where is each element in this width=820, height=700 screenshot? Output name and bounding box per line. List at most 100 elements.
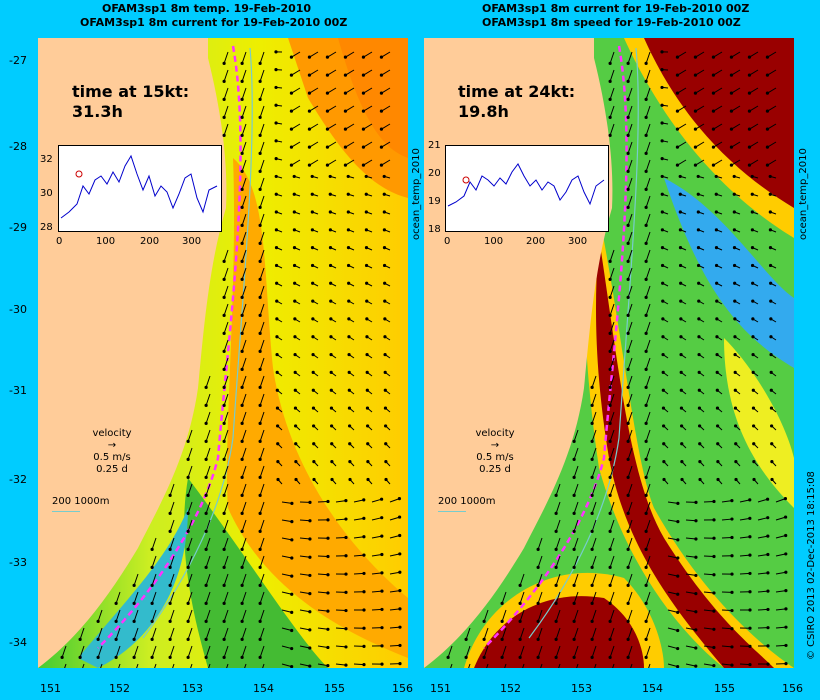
lat-tick: -33: [9, 556, 27, 569]
current-arrow-head: [608, 457, 612, 461]
current-arrow-head: [590, 493, 594, 497]
current-arrow: [703, 663, 714, 667]
current-arrow-head: [714, 228, 719, 232]
legend-speed: 0.5 m/s: [93, 452, 131, 463]
current-arrow-head: [768, 228, 773, 232]
current-arrow-head: [293, 406, 298, 410]
current-arrow-head: [697, 281, 701, 285]
current-arrow-head: [608, 439, 612, 443]
current-arrow: [345, 87, 355, 94]
current-arrow: [259, 177, 265, 190]
current-arrow-head: [222, 475, 226, 479]
current-arrow-head: [590, 439, 594, 443]
current-arrow-head: [608, 79, 612, 83]
current-arrow-head: [732, 263, 737, 268]
current-arrow-head: [679, 424, 684, 428]
current-arrow: [609, 123, 615, 136]
left-time-box: time at 15kt: 31.3h: [72, 82, 189, 122]
current-arrow-head: [240, 385, 244, 389]
current-arrow-head: [258, 205, 262, 209]
current-arrow: [259, 285, 265, 298]
current-arrow-head: [258, 331, 262, 335]
right-time-box: time at 24kt: 19.8h: [458, 82, 575, 122]
current-arrow-head: [661, 352, 665, 357]
current-arrow: [667, 573, 678, 577]
current-arrow-head: [644, 277, 648, 281]
current-arrow-head: [608, 385, 612, 389]
current-arrow-head: [769, 335, 773, 339]
current-arrow: [259, 519, 265, 532]
current-arrow-head: [590, 565, 594, 569]
current-arrow-head: [697, 406, 702, 410]
current-arrow-head: [644, 583, 648, 587]
current-arrow-head: [290, 628, 294, 633]
current-arrow: [695, 69, 705, 76]
current-arrow: [259, 447, 265, 460]
current-arrow: [259, 303, 265, 316]
current-arrow-head: [307, 73, 312, 77]
current-arrow-head: [361, 73, 366, 77]
current-arrow-head: [626, 601, 630, 605]
current-arrow: [363, 87, 373, 94]
current-arrow: [281, 555, 292, 559]
current-arrow-head: [361, 163, 366, 167]
current-arrow: [241, 645, 247, 658]
current-arrow-head: [626, 151, 630, 155]
current-arrow: [223, 267, 229, 280]
current-arrow: [713, 123, 723, 130]
current-arrow: [381, 51, 391, 58]
current-arrow: [172, 663, 175, 668]
lon-tick: 154: [642, 682, 663, 695]
temperature-map-panel: [38, 38, 408, 668]
current-arrow: [281, 537, 292, 541]
current-arrow-head: [132, 637, 136, 641]
current-arrow-head: [361, 91, 366, 95]
current-arrow: [627, 267, 633, 280]
current-arrow-head: [362, 571, 366, 576]
current-arrow: [187, 519, 193, 532]
current-arrow-head: [329, 299, 333, 303]
current-arrow-head: [362, 535, 366, 539]
current-arrow: [205, 375, 211, 388]
current-arrow: [677, 141, 687, 148]
current-arrow-head: [748, 626, 752, 630]
current-arrow-head: [730, 535, 734, 540]
current-arrow-head: [676, 646, 680, 651]
current-arrow-head: [626, 79, 630, 83]
current-arrow-head: [326, 627, 330, 631]
current-arrow-head: [186, 547, 190, 551]
current-arrow: [713, 105, 723, 112]
current-arrow-head: [766, 662, 770, 666]
current-arrow-head: [608, 115, 612, 119]
current-arrow-head: [572, 637, 576, 641]
current-arrow: [187, 537, 193, 550]
current-arrow-head: [572, 619, 576, 623]
current-arrow-head: [222, 457, 226, 461]
current-arrow: [703, 627, 714, 630]
current-arrow-head: [290, 538, 294, 542]
current-arrow: [555, 501, 561, 514]
current-arrow-head: [383, 406, 388, 410]
current-arrow-head: [330, 477, 334, 482]
left-velocity-legend: velocity → 0.5 m/s 0.25 d: [82, 428, 142, 476]
current-arrow-head: [168, 565, 172, 569]
current-arrow-head: [222, 403, 226, 407]
current-arrow-head: [678, 263, 683, 268]
current-arrow: [645, 537, 651, 550]
current-arrow-head: [240, 655, 244, 659]
current-vectors: [60, 50, 402, 668]
current-arrow: [241, 303, 247, 316]
current-arrow-head: [222, 79, 226, 83]
current-arrow-head: [204, 619, 208, 623]
current-arrow-head: [464, 637, 468, 641]
current-arrow: [685, 573, 696, 576]
current-arrow-head: [292, 192, 296, 196]
current-arrow: [609, 609, 615, 622]
current-arrow-head: [626, 295, 630, 299]
current-arrow: [241, 159, 247, 172]
lat-tick: -32: [9, 473, 27, 486]
current-arrow-head: [554, 619, 558, 623]
current-arrow-head: [275, 317, 279, 321]
current-arrow-head: [240, 169, 244, 173]
current-arrow: [205, 609, 211, 622]
